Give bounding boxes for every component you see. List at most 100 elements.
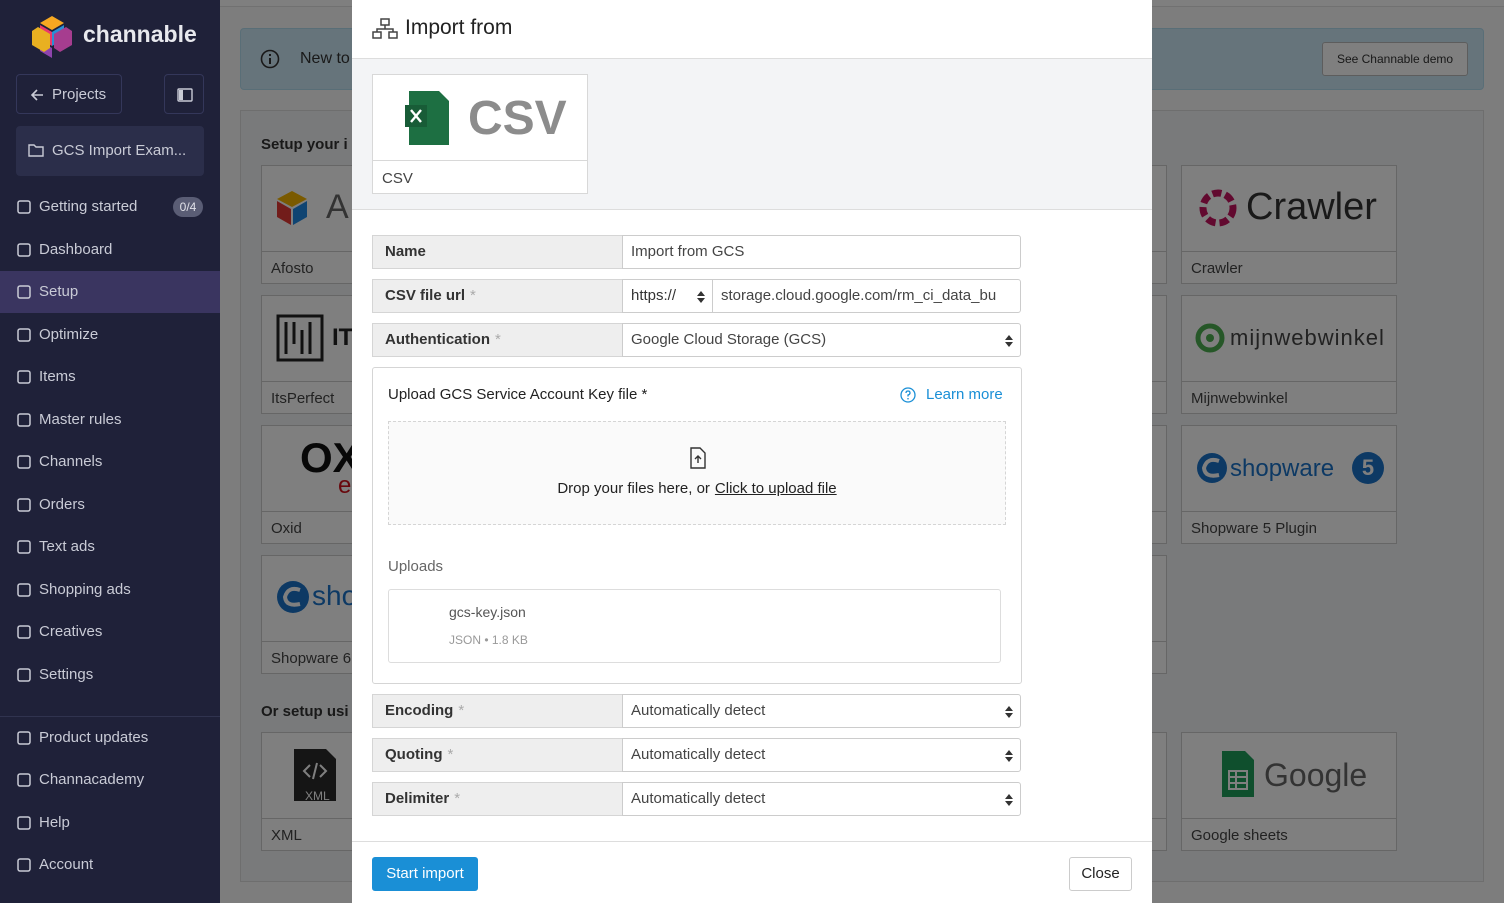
nav-item[interactable]: Dashboard bbox=[0, 229, 220, 271]
icon-part bbox=[32, 27, 50, 52]
icon-part bbox=[409, 91, 449, 145]
sidebar-divider bbox=[0, 716, 220, 717]
modal-footer-divider bbox=[352, 841, 1152, 842]
nav-label: Shopping ads bbox=[39, 581, 131, 598]
select-input[interactable]: Automatically detect bbox=[622, 738, 1021, 772]
modal-header bbox=[352, 0, 1152, 59]
input-value: Import from GCS bbox=[631, 243, 745, 260]
nav-label: Items bbox=[39, 368, 76, 385]
nav-item[interactable]: Orders bbox=[0, 484, 220, 526]
input-value: Automatically detect bbox=[631, 746, 766, 763]
required-marker: * bbox=[495, 331, 501, 348]
protocol-select[interactable]: https:// bbox=[622, 279, 713, 313]
text-input[interactable]: storage.cloud.google.com/rm_ci_data_bu bbox=[712, 279, 1021, 313]
nav-label: Text ads bbox=[39, 538, 95, 555]
nav-label: Product updates bbox=[39, 729, 149, 746]
upload-file-icon bbox=[690, 447, 706, 469]
close-button[interactable]: Close bbox=[1069, 857, 1132, 891]
nav-item[interactable]: Channacademy bbox=[0, 759, 220, 801]
select-input[interactable]: Automatically detect bbox=[622, 694, 1021, 728]
select-input[interactable]: Google Cloud Storage (GCS) bbox=[622, 323, 1021, 357]
nav-label: Orders bbox=[39, 496, 85, 513]
field-label: Name bbox=[372, 235, 623, 269]
folder-icon bbox=[28, 144, 44, 157]
icon-part bbox=[17, 498, 31, 512]
input-value: Google Cloud Storage (GCS) bbox=[631, 331, 827, 348]
select-input[interactable]: Automatically detect bbox=[622, 782, 1021, 816]
label-text: Delimiter bbox=[385, 790, 450, 807]
icon-part bbox=[17, 328, 31, 342]
field-label: Quoting * bbox=[372, 738, 623, 772]
nav-label: Settings bbox=[39, 666, 94, 683]
input-value: Automatically detect bbox=[631, 702, 766, 719]
icon-part bbox=[177, 88, 193, 102]
drop-zone[interactable]: Drop your files here, or Click to upload … bbox=[388, 421, 1006, 525]
nav-label: Getting started bbox=[39, 198, 138, 215]
excel-icon bbox=[405, 91, 449, 145]
nav-icon bbox=[17, 816, 31, 830]
select-arrows bbox=[1005, 335, 1013, 347]
select-arrows bbox=[1005, 794, 1013, 806]
card-divider bbox=[373, 160, 587, 161]
icon-part bbox=[17, 816, 31, 830]
nav-label: Channels bbox=[39, 453, 103, 470]
icon-part bbox=[697, 291, 705, 303]
projects-button[interactable]: Projects bbox=[16, 74, 122, 114]
icon-part bbox=[17, 583, 31, 597]
nav-icon bbox=[17, 328, 31, 342]
nav-label: Channacademy bbox=[39, 771, 145, 788]
project-selector[interactable]: GCS Import Exam... bbox=[16, 126, 204, 176]
icon-part bbox=[30, 89, 43, 101]
nav-label: Master rules bbox=[39, 411, 122, 428]
field-label: Delimiter * bbox=[372, 782, 623, 816]
learn-more-text: Learn more bbox=[926, 386, 1003, 403]
label-text: Encoding bbox=[385, 702, 454, 719]
nav-item[interactable]: Settings bbox=[0, 654, 220, 696]
nav-icon bbox=[17, 540, 31, 554]
icon-part bbox=[372, 31, 382, 39]
nav-item[interactable]: Help bbox=[0, 802, 220, 844]
nav-item[interactable]: Master rules bbox=[0, 399, 220, 441]
nav-item[interactable]: Items bbox=[0, 356, 220, 398]
toggle-icon bbox=[177, 88, 193, 102]
nav-icon bbox=[17, 625, 31, 639]
select-arrows bbox=[1005, 706, 1013, 718]
upload-link[interactable]: Click to upload file bbox=[714, 480, 837, 497]
nav-label: Help bbox=[39, 814, 70, 831]
icon-part bbox=[900, 387, 916, 403]
nav-item[interactable]: Channels bbox=[0, 441, 220, 483]
icon-part bbox=[28, 144, 44, 157]
nav-icon bbox=[17, 413, 31, 427]
icon-part bbox=[388, 31, 398, 39]
nav-item[interactable]: Creatives bbox=[0, 611, 220, 653]
start-import-button[interactable]: Start import bbox=[372, 857, 478, 891]
text-input[interactable]: Import from GCS bbox=[622, 235, 1021, 269]
icon-part bbox=[17, 455, 31, 469]
input-value: storage.cloud.google.com/rm_ci_data_bu bbox=[721, 287, 997, 304]
nav-badge: 0/4 bbox=[173, 197, 203, 217]
nav-icon bbox=[17, 773, 31, 787]
sidebar-toggle[interactable] bbox=[164, 74, 204, 114]
label-text: Quoting bbox=[385, 746, 443, 763]
modal-title: Import from bbox=[405, 16, 513, 39]
icon-part bbox=[376, 25, 394, 32]
icon-part bbox=[54, 27, 72, 52]
nav-item[interactable]: Shopping ads bbox=[0, 569, 220, 611]
nav-label: Dashboard bbox=[39, 241, 113, 258]
nav-item[interactable]: Product updates bbox=[0, 717, 220, 759]
nav-label: Account bbox=[39, 856, 94, 873]
source-label: CSV bbox=[382, 170, 413, 187]
nav-item[interactable]: Optimize bbox=[0, 314, 220, 356]
icon-part bbox=[17, 200, 31, 214]
nav-icon bbox=[17, 731, 31, 745]
nav-item[interactable]: Setup bbox=[0, 271, 220, 313]
label-text: CSV file url bbox=[385, 287, 466, 304]
source-card[interactable]: CSV CSV bbox=[372, 74, 588, 194]
icon-part bbox=[1005, 750, 1013, 762]
upload-label: Upload GCS Service Account Key file * bbox=[388, 386, 648, 403]
nav-item[interactable]: Text ads bbox=[0, 526, 220, 568]
icon-part bbox=[17, 858, 31, 872]
nav-item[interactable]: Account bbox=[0, 844, 220, 886]
nav-item[interactable]: Getting started 0/4 bbox=[0, 186, 220, 228]
